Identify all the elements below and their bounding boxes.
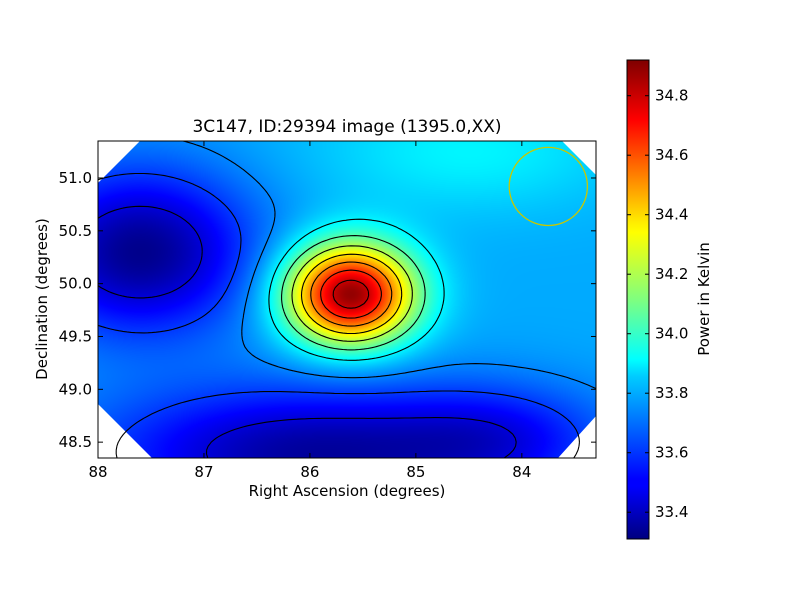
- y-tick-label: 48.5: [59, 433, 92, 451]
- colorbar-tick-label: 34.8: [655, 87, 688, 105]
- axes-frame: [97, 140, 597, 459]
- beam-circle: [508, 146, 589, 227]
- colorbar-tick-label: 34.6: [655, 146, 688, 164]
- contour-level: [310, 261, 393, 327]
- y-axis: 48.5 49.0 49.5 50.0 50.5 51.0: [59, 169, 596, 451]
- y-tick-label: 50.5: [59, 222, 92, 240]
- x-tick-label: 84: [512, 463, 531, 481]
- colorbar-tick-label: 34.4: [655, 206, 688, 224]
- contour-level: [320, 269, 382, 319]
- colorbar-tick-label: 33.8: [655, 384, 688, 402]
- colorbar-label: Power in Kelvin: [695, 242, 713, 356]
- contour-level: [281, 235, 426, 351]
- x-tick-label: 85: [406, 463, 425, 481]
- heatmap-image: [98, 141, 596, 458]
- colorbar-tick-label: 33.4: [655, 503, 688, 521]
- y-tick-label: 50.0: [59, 275, 92, 293]
- chart-title: 3C147, ID:29394 image (1395.0,XX): [192, 117, 501, 137]
- y-tick-label: 51.0: [59, 169, 92, 187]
- x-tick-label: 86: [300, 463, 319, 481]
- x-axis-label: Right Ascension (degrees): [249, 482, 446, 500]
- colorbar-tick-label: 33.6: [655, 444, 688, 462]
- contour-level: [291, 245, 413, 342]
- x-axis: 88 87 86 85 84: [88, 141, 531, 481]
- contour-level: [98, 205, 517, 458]
- contour-level: [268, 218, 445, 361]
- colorbar: 33.4 33.6 33.8 34.0 34.2 34.4 34.6 34.8 Power i…: [626, 59, 713, 540]
- contour-level: [300, 253, 403, 335]
- plot-area: 88 87 86 85 84 48.5 49.0 49.5 50.0 50.5 51.0: [59, 140, 597, 481]
- y-tick-label: 49.0: [59, 380, 92, 398]
- contour-level: [332, 279, 370, 309]
- contour-lines: [98, 141, 596, 458]
- y-tick-label: 49.5: [59, 327, 92, 345]
- y-axis-label: Declination (degrees): [33, 218, 51, 380]
- colorbar-tick-label: 34.2: [655, 265, 688, 283]
- colorbar-bar: [626, 59, 650, 540]
- contour-level: [98, 172, 580, 458]
- colorbar-tick-label: 34.0: [655, 325, 688, 343]
- x-tick-label: 87: [194, 463, 213, 481]
- x-tick-label: 88: [88, 463, 107, 481]
- colorbar-ticks: 33.4 33.6 33.8 34.0 34.2 34.4 34.6 34.8: [627, 87, 688, 521]
